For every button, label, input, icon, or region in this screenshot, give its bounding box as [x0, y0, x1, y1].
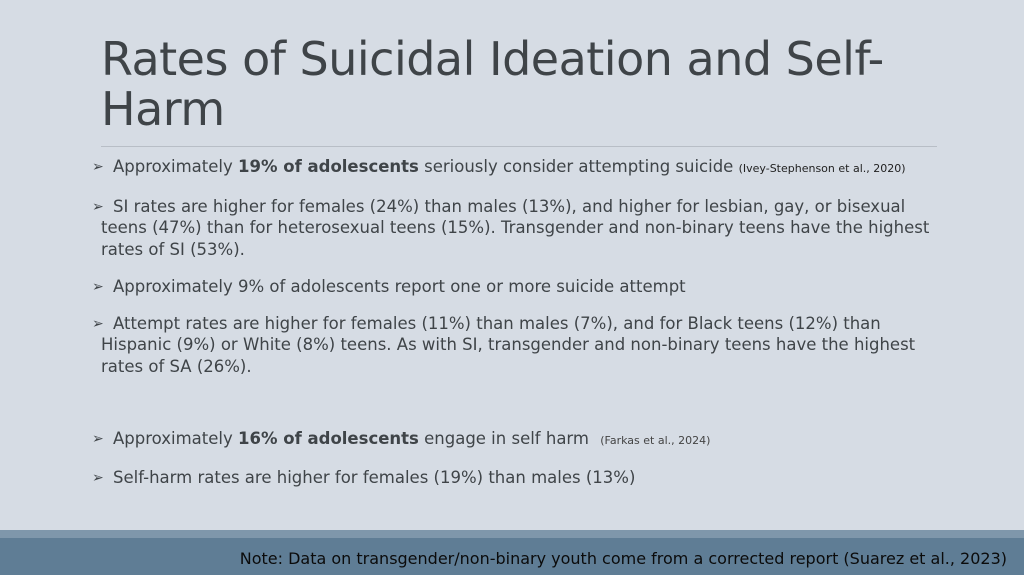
bullet-text: Approximately 9% of adolescents report o… — [113, 277, 686, 296]
footer-accent-band — [0, 530, 1024, 538]
bullet-text: Self-harm rates are higher for females (… — [113, 467, 636, 487]
bullet-text: Attempt rates are higher for females (11… — [101, 313, 916, 376]
citation: (Farkas et al., 2024) — [600, 434, 711, 447]
arrow-bullet-icon: ➢ — [92, 279, 104, 295]
arrow-bullet-icon: ➢ — [92, 198, 104, 215]
bullet-item: ➢ Attempt rates are higher for females (… — [92, 313, 942, 378]
bullet-item: ➢ Approximately 9% of adolescents report… — [92, 276, 942, 298]
bullet-text: seriously consider attempting suicide — [418, 157, 739, 176]
bullet-emphasis: 16% of adolescents — [238, 429, 419, 448]
footer-note: Note: Data on transgender/non-binary you… — [239, 549, 1007, 568]
bullet-item: ➢ Approximately 16% of adolescents engag… — [92, 428, 942, 452]
arrow-bullet-icon: ➢ — [92, 315, 104, 332]
slide-title: Rates of Suicidal Ideation and Self-Harm — [101, 32, 884, 136]
bullet-item: ➢ Approximately 19% of adolescents serio… — [92, 156, 942, 180]
arrow-bullet-icon: ➢ — [92, 159, 104, 175]
bullet-text: SI rates are higher for females (24%) th… — [101, 196, 930, 259]
bullet-list: ➢ Approximately 19% of adolescents serio… — [92, 156, 942, 488]
bullet-text: Approximately — [113, 429, 238, 448]
bullet-item: ➢ Self-harm rates are higher for females… — [92, 467, 942, 489]
footer-bar — [0, 538, 1024, 575]
bullet-text: engage in self harm — [418, 429, 595, 448]
bullet-text: Approximately — [113, 157, 238, 176]
citation: (Ivey-Stephenson et al., 2020) — [738, 162, 906, 175]
bullet-item: ➢ SI rates are higher for females (24%) … — [92, 196, 942, 261]
arrow-bullet-icon: ➢ — [92, 431, 104, 447]
arrow-bullet-icon: ➢ — [92, 469, 104, 486]
title-divider — [101, 146, 937, 147]
bullet-emphasis: 19% of adolescents — [238, 157, 419, 176]
